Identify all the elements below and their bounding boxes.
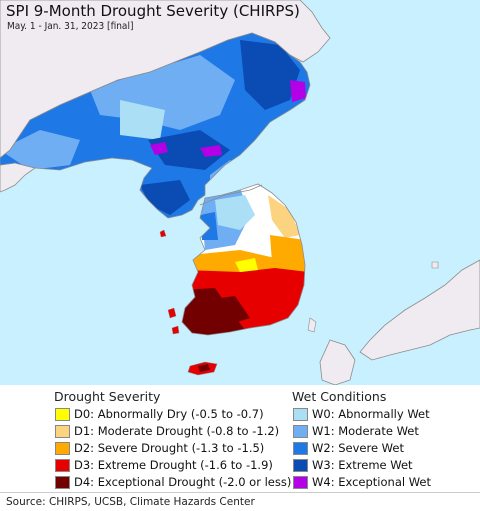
footer: Source: CHIRPS, UCSB, Climate Hazards Ce… bbox=[0, 492, 480, 511]
legend-item-w4: W4: Exceptional Wet bbox=[293, 474, 431, 490]
swatch-d0 bbox=[55, 407, 70, 421]
map-title: SPI 9-Month Drought Severity (CHIRPS) bbox=[6, 2, 300, 20]
legend-label-w4: W4: Exceptional Wet bbox=[312, 475, 431, 489]
wet-legend-title: Wet Conditions bbox=[292, 389, 387, 404]
west-coast-islands bbox=[159, 229, 180, 335]
legend-item-d4: D4: Exceptional Drought (-2.0 or less) bbox=[55, 474, 291, 490]
swatch-d4 bbox=[55, 475, 70, 489]
legend-item-w0: W0: Abnormally Wet bbox=[293, 406, 430, 422]
legend-label-w1: W1: Moderate Wet bbox=[312, 424, 419, 438]
legend-item-w3: W3: Extreme Wet bbox=[293, 457, 413, 473]
legend-label-d1: D1: Moderate Drought (-0.8 to -1.2) bbox=[74, 424, 280, 438]
swatch-w3 bbox=[293, 458, 308, 472]
swatch-w4 bbox=[293, 475, 308, 489]
drought-legend-title: Drought Severity bbox=[54, 389, 161, 404]
drought-map bbox=[0, 0, 480, 385]
swatch-d2 bbox=[55, 441, 70, 455]
japan-kyushu bbox=[319, 339, 356, 385]
legend-item-w1: W1: Moderate Wet bbox=[293, 423, 419, 439]
map-subtitle: May. 1 - Jan. 31, 2023 [final] bbox=[7, 21, 134, 32]
legend-label-w3: W3: Extreme Wet bbox=[312, 458, 413, 472]
tsushima-island bbox=[307, 317, 317, 333]
legend-item-w2: W2: Severe Wet bbox=[293, 440, 404, 456]
legend-panel: Drought Severity D0: Abnormally Dry (-0.… bbox=[0, 385, 480, 490]
legend-item-d0: D0: Abnormally Dry (-0.5 to -0.7) bbox=[55, 406, 264, 422]
swatch-d3 bbox=[55, 458, 70, 472]
legend-item-d2: D2: Severe Drought (-1.3 to -1.5) bbox=[55, 440, 264, 456]
legend-label-w2: W2: Severe Wet bbox=[312, 441, 404, 455]
legend-item-d3: D3: Extreme Drought (-1.6 to -1.9) bbox=[55, 457, 273, 473]
swatch-w0 bbox=[293, 407, 308, 421]
swatch-d1 bbox=[55, 424, 70, 438]
ulleung-island bbox=[431, 261, 439, 269]
swatch-w2 bbox=[293, 441, 308, 455]
legend-label-w0: W0: Abnormally Wet bbox=[312, 407, 430, 421]
swatch-w1 bbox=[293, 424, 308, 438]
legend-label-d4: D4: Exceptional Drought (-2.0 or less) bbox=[74, 475, 292, 489]
legend-item-d1: D1: Moderate Drought (-0.8 to -1.2) bbox=[55, 423, 279, 439]
legend-label-d0: D0: Abnormally Dry (-0.5 to -0.7) bbox=[74, 407, 264, 421]
japan-landmass bbox=[359, 259, 480, 361]
source-credit: Source: CHIRPS, UCSB, Climate Hazards Ce… bbox=[6, 496, 255, 508]
jeju-extreme-area bbox=[198, 364, 210, 372]
legend-label-d2: D2: Severe Drought (-1.3 to -1.5) bbox=[74, 441, 265, 455]
legend-label-d3: D3: Extreme Drought (-1.6 to -1.9) bbox=[74, 458, 273, 472]
dmz-border bbox=[199, 184, 263, 206]
